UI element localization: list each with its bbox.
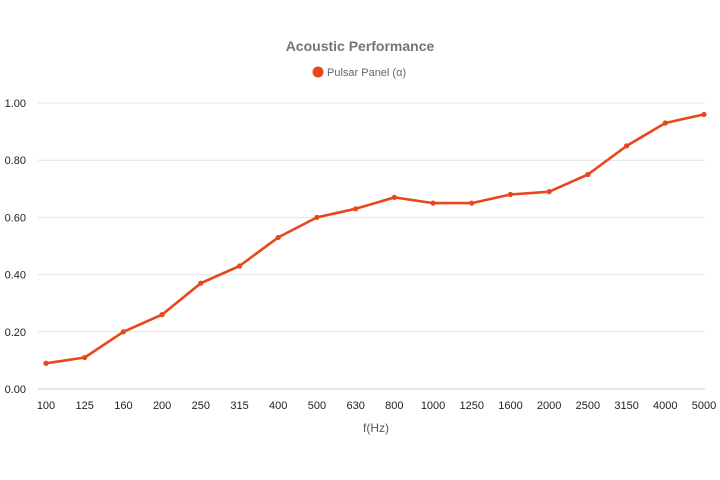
data-point[interactable] <box>198 280 204 286</box>
x-tick-label: 160 <box>114 400 132 412</box>
data-point[interactable] <box>82 354 88 361</box>
x-tick-label: 1600 <box>498 400 522 412</box>
x-tick-label: 3150 <box>614 400 638 412</box>
y-tick-label: 0.20 <box>5 327 26 339</box>
y-tick-label: 0.00 <box>5 384 26 396</box>
data-point[interactable] <box>43 360 49 366</box>
x-axis-title: f(Hz) <box>363 421 389 435</box>
x-tick-label: 4000 <box>653 400 677 412</box>
data-point[interactable] <box>353 206 359 212</box>
x-tick-label: 630 <box>346 400 364 412</box>
x-tick-label: 800 <box>385 400 403 412</box>
x-tick-label: 1250 <box>460 400 484 412</box>
x-tick-label: 500 <box>308 400 326 412</box>
x-tick-label: 250 <box>192 400 210 412</box>
x-tick-label: 400 <box>269 400 287 412</box>
data-point[interactable] <box>546 189 552 195</box>
x-tick-label: 5000 <box>692 400 716 412</box>
y-tick-label: 0.60 <box>5 212 26 224</box>
data-point[interactable] <box>391 194 397 200</box>
x-axis-ticks: 100 125 160 200 250 315 400 500 630 800 1000 1250 16… <box>37 400 716 412</box>
data-point[interactable] <box>236 263 243 269</box>
legend[interactable]: Pulsar Panel (α) <box>312 66 407 80</box>
x-tick-label: 2000 <box>537 400 561 412</box>
data-point[interactable] <box>623 143 630 149</box>
x-tick-label: 125 <box>76 400 94 412</box>
x-tick-label: 100 <box>37 400 55 412</box>
series-group <box>43 111 707 366</box>
data-point[interactable] <box>585 171 591 178</box>
data-point[interactable] <box>507 191 514 198</box>
data-point[interactable] <box>314 214 320 220</box>
data-point[interactable] <box>662 120 668 126</box>
legend-marker <box>312 66 324 78</box>
data-point[interactable] <box>430 200 436 206</box>
series-line <box>44 113 706 365</box>
grid <box>38 102 705 390</box>
y-axis-ticks: 0.00 0.20 0.40 0.60 0.80 1.00 <box>5 98 26 396</box>
data-point[interactable] <box>159 312 165 318</box>
chart-title: Acoustic Performance <box>286 38 435 54</box>
x-tick-label: 315 <box>230 400 248 412</box>
data-point[interactable] <box>120 329 127 335</box>
y-tick-label: 0.40 <box>5 270 26 282</box>
x-tick-label: 200 <box>153 400 171 412</box>
data-point[interactable] <box>275 234 281 241</box>
data-point[interactable] <box>469 200 475 206</box>
y-tick-label: 1.00 <box>5 98 26 110</box>
y-tick-label: 0.80 <box>5 155 26 167</box>
x-tick-label: 2500 <box>576 400 600 412</box>
data-point[interactable] <box>701 111 707 118</box>
x-tick-label: 1000 <box>421 400 445 412</box>
legend-label: Pulsar Panel (α) <box>327 67 406 79</box>
